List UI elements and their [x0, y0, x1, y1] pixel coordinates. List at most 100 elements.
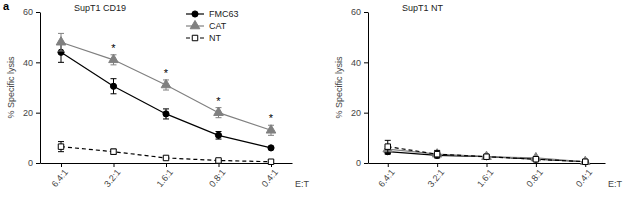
x-tick: 1.6:1	[155, 163, 176, 189]
marker	[268, 159, 273, 164]
legend-item: FMC63	[186, 9, 239, 19]
y-tick-label: 60	[351, 7, 361, 17]
marker	[163, 155, 168, 160]
y-tick-label: 40	[23, 58, 33, 68]
legend-marker	[192, 35, 197, 40]
y-axis-line	[368, 13, 369, 164]
y-tick: 20	[351, 108, 368, 118]
panel-label: a	[3, 0, 10, 12]
legend-label: CAT	[209, 21, 227, 31]
y-tick-mark	[36, 113, 40, 114]
chart-title: SupT1 CD19	[74, 3, 126, 13]
series-line	[61, 42, 271, 130]
x-tick-label: 0.4:1	[574, 167, 595, 189]
x-tick-label: 3.2:1	[426, 167, 447, 189]
x-axis: 6.4:1 3.2:1 1.6:1 0.8:1 0.4:1	[41, 163, 293, 189]
x-tick-label: 1.6:1	[475, 167, 496, 189]
x-tick: 0.8:1	[207, 163, 228, 189]
annotation: *	[164, 67, 169, 79]
y-tick-mark	[36, 62, 40, 63]
annotation: *	[111, 42, 116, 54]
annotation: *	[269, 112, 274, 124]
legend-item: CAT	[186, 20, 227, 31]
y-tick: 60	[23, 7, 40, 17]
y-tick-mark	[364, 163, 368, 164]
x-tick-label: 6.4:1	[50, 167, 71, 189]
legend-item: NT	[186, 33, 221, 43]
y-tick: 20	[23, 108, 40, 118]
panel: 02040606.4:13.2:11.6:10.8:10.4:1E:T% Spe…	[3, 0, 310, 189]
legend-label: FMC63	[209, 9, 239, 19]
y-tick: 0	[28, 158, 40, 168]
marker	[385, 144, 390, 149]
marker	[161, 79, 171, 87]
x-tick-mark	[437, 163, 438, 167]
series	[58, 142, 274, 165]
figure: 0 20 40 60 6.4:1 3.2:1 1.6:1 0.8:1 0.4:1 E:T % Spe…	[0, 0, 642, 200]
plot-marks	[56, 33, 276, 164]
series-line	[388, 147, 586, 162]
marker	[434, 151, 439, 156]
legend: FMC63 CAT NT	[186, 9, 239, 43]
legend-label: NT	[209, 33, 221, 43]
x-tick-label: 3.2:1	[102, 167, 123, 189]
annotation: *	[216, 95, 221, 107]
marker	[110, 83, 116, 89]
marker	[483, 154, 489, 160]
chart-title: SupT1 NT	[402, 3, 444, 13]
y-tick-label: 0	[356, 158, 361, 168]
x-tick-mark	[487, 163, 488, 167]
error-bar	[111, 149, 117, 154]
y-axis-title: % Specific lysis	[6, 56, 16, 119]
error-bar	[163, 109, 169, 119]
x-tick-label: 1.6:1	[155, 167, 176, 189]
series	[385, 149, 589, 165]
y-axis: 0 20 40 60	[351, 7, 369, 168]
x-tick-label: 0.8:1	[207, 167, 228, 189]
y-tick: 40	[351, 58, 368, 68]
marker	[582, 159, 588, 165]
marker	[533, 156, 538, 161]
y-tick-label: 40	[351, 58, 361, 68]
panel: 02040606.4:13.2:11.6:10.8:10.4:1E:T% Spe…	[334, 3, 623, 189]
marker	[266, 125, 276, 133]
series	[58, 42, 274, 151]
x-tick-mark	[388, 163, 389, 167]
y-tick: 40	[23, 58, 40, 68]
marker	[533, 156, 539, 162]
series	[385, 140, 589, 164]
y-axis-line	[40, 13, 41, 164]
y-tick-mark	[364, 12, 368, 13]
series-line	[61, 52, 271, 148]
x-tick: 3.2:1	[426, 163, 447, 189]
marker	[268, 145, 274, 151]
series	[383, 144, 590, 165]
marker	[58, 144, 63, 149]
error-bar	[385, 140, 391, 153]
marker	[56, 37, 66, 45]
y-axis: 0 20 40 60	[23, 7, 41, 168]
y-tick-mark	[364, 113, 368, 114]
marker	[432, 149, 442, 157]
x-tick-label: 6.4:1	[376, 167, 397, 189]
y-tick-label: 20	[23, 108, 33, 118]
marker	[583, 159, 588, 164]
y-tick-label: 0	[28, 158, 33, 168]
x-tick: 1.6:1	[475, 163, 496, 189]
y-tick: 60	[351, 7, 368, 17]
y-tick-label: 60	[23, 7, 33, 17]
series-line	[61, 147, 271, 162]
x-axis-title: E:T	[608, 179, 623, 189]
marker	[163, 111, 169, 117]
x-tick: 6.4:1	[376, 163, 397, 189]
x-tick-label: 0.4:1	[260, 167, 281, 189]
plot-marks	[383, 140, 590, 164]
x-tick-mark	[61, 163, 62, 167]
y-tick-mark	[36, 163, 40, 164]
error-bar	[111, 79, 117, 94]
y-tick: 0	[356, 158, 368, 168]
x-tick-mark	[166, 163, 167, 167]
marker	[111, 149, 116, 154]
y-tick-mark	[364, 62, 368, 63]
legend-marker	[192, 11, 198, 17]
